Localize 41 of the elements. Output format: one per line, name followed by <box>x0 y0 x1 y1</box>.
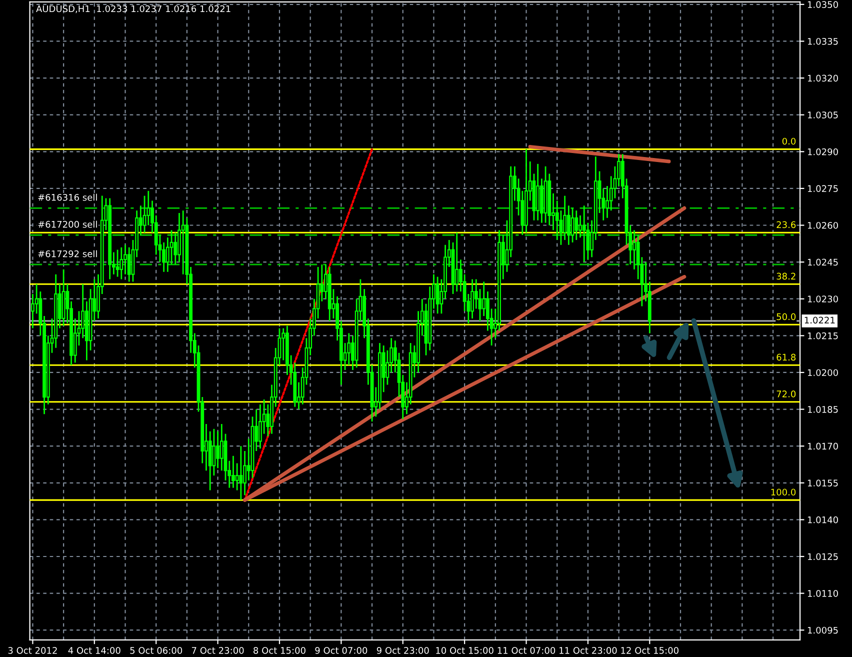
x-tick-label: 11 Oct 07:00 <box>498 647 556 654</box>
x-tick-label: 9 Oct 23:00 <box>376 647 429 654</box>
x-tick-label: 4 Oct 14:00 <box>68 647 120 654</box>
y-tick-label: 1.0260 <box>808 222 838 229</box>
ref-line-label: #617200 sell <box>38 220 97 228</box>
y-tick-label: 1.0155 <box>808 480 838 486</box>
y-tick-label: 1.0305 <box>808 112 838 118</box>
y-tick-label: 1.0125 <box>808 553 838 560</box>
y-tick-label: 1.0215 <box>808 332 838 340</box>
x-tick-label: 7 Oct 23:00 <box>192 647 244 654</box>
y-tick-label: 1.0320 <box>808 74 838 82</box>
ref-line-label: 1.0221 <box>804 316 835 324</box>
y-tick-label: 1.0335 <box>808 38 838 45</box>
x-tick-label: 9 Oct 07:00 <box>315 647 368 654</box>
y-tick-label: 1.0185 <box>808 406 838 413</box>
y-tick-label: 1.0095 <box>808 626 838 634</box>
y-tick-label: 1.0290 <box>808 148 838 156</box>
chart-title: AUDUSD,H1 1.0233 1.0237 1.0216 1.0221 <box>36 5 230 14</box>
x-tick-label: 5 Oct 06:00 <box>130 647 182 654</box>
x-tick-label: 3 Oct 2012 <box>8 647 57 654</box>
y-tick-label: 1.0245 <box>808 258 838 266</box>
x-tick-label: 11 Oct 23:00 <box>560 647 617 654</box>
y-tick-label: 1.0350 <box>808 1 838 8</box>
x-tick-label: 8 Oct 15:00 <box>254 647 306 654</box>
annotation: 23.6 <box>776 221 796 228</box>
x-tick-label: 10 Oct 15:00 <box>436 647 494 654</box>
annotation: 72.0 <box>776 390 796 398</box>
annotation: 38.2 <box>776 272 796 280</box>
y-tick-label: 1.0170 <box>808 442 838 450</box>
x-tick-label: 12 Oct 15:00 <box>621 647 678 654</box>
y-tick-label: 1.0275 <box>808 185 838 192</box>
ref-line-label: #616316 sell <box>38 194 97 201</box>
annotation: 0.0 <box>782 138 796 145</box>
y-tick-label: 1.0140 <box>808 516 838 524</box>
y-tick-label: 1.0200 <box>808 369 838 376</box>
y-tick-label: 1.0230 <box>808 296 838 302</box>
annotation: 61.8 <box>776 354 796 361</box>
y-tick-label: 1.0110 <box>808 590 838 597</box>
ref-line-label: #617292 sell <box>38 250 97 258</box>
annotation: 100.0 <box>771 488 796 496</box>
annotation: 50.0 <box>776 313 796 320</box>
